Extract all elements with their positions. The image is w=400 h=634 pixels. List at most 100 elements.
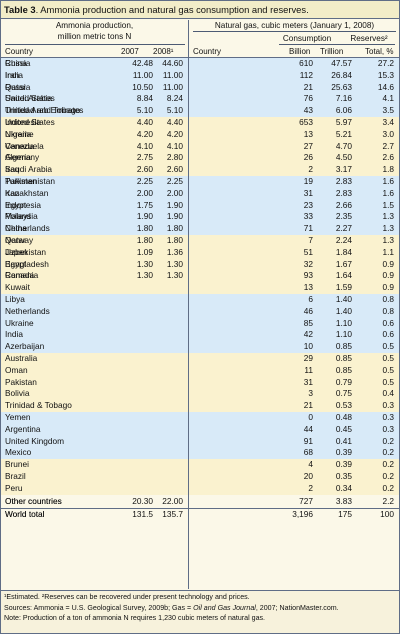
right-cell-total-pct: 0.5 (382, 341, 394, 352)
left-cell-y2008: 1.90 (166, 211, 183, 222)
left-cell-y2008: 1.80 (166, 223, 183, 234)
right-cell-trillion: 2.27 (335, 223, 352, 234)
left-cell-country: Saudi Arabia (5, 164, 53, 175)
left-cell-country: Trinidad and Tobago (5, 105, 81, 116)
right-cell-trillion: 1.64 (335, 270, 352, 281)
right-cell-country: Netherlands (5, 305, 50, 316)
left-row: Indonesia 4.40 4.40 (1, 117, 188, 129)
right-cell-trillion: 47.57 (331, 58, 352, 68)
right-cell-trillion: 0.85 (335, 341, 352, 352)
left-cell-y2008: 22.00 (162, 495, 183, 506)
right-cell-total-pct: 2.7 (382, 140, 394, 151)
reserves-title: Reserves² (340, 34, 398, 45)
right-row-total: World total 3,196 175 100 (5, 509, 399, 521)
right-cell-total-pct: 2.2 (382, 495, 394, 506)
right-cell-trillion: 5.97 (335, 117, 352, 127)
right-cell-trillion: 1.10 (335, 329, 352, 340)
right-cell-total-pct: 0.8 (382, 305, 394, 316)
right-cell-country: Mexico (5, 447, 32, 458)
right-row: Yemen 0 0.48 0.3 (5, 412, 399, 424)
right-cell-billion: 610 (299, 58, 313, 68)
right-cell-billion: 21 (303, 81, 313, 92)
left-cell-y2008: 8.24 (166, 93, 183, 104)
right-band (189, 176, 399, 235)
right-cell-country: Iran (5, 69, 20, 80)
consumption-label: Consumption (282, 34, 332, 43)
right-cell-country: Russia (5, 58, 31, 68)
left-col-country: Country (5, 47, 34, 56)
right-cell-country: China (5, 223, 27, 234)
reserves-label: Reserves² (350, 34, 388, 43)
right-cell-trillion: 4.50 (335, 152, 352, 163)
left-cell-country: Japan (5, 246, 28, 257)
right-cell-trillion: 4.70 (335, 140, 352, 151)
right-cell-total-pct: 0.2 (382, 459, 394, 470)
right-cell-billion: 7 (308, 235, 313, 245)
left-cell-y2008: 2.25 (166, 176, 183, 186)
right-cell-billion: 85 (303, 317, 313, 328)
right-cell-trillion: 2.66 (335, 199, 352, 210)
sources-rest: , 2007; NationMaster.com. (255, 603, 339, 612)
right-cell-total-pct: 1.6 (382, 187, 394, 198)
right-cell-billion: 43 (303, 105, 313, 116)
left-row: Germany 2.75 2.80 (1, 152, 188, 164)
right-cell-trillion: 26.84 (331, 69, 352, 80)
left-cell-y2007: 42.48 (132, 58, 153, 68)
right-cell-total-pct: 0.5 (382, 353, 394, 363)
right-cell-country: Other countries (5, 495, 62, 506)
right-cell-trillion: 25.63 (331, 81, 352, 92)
right-cell-country: Iraq (5, 164, 20, 175)
right-cell-total-pct: 3.4 (382, 117, 394, 127)
ammonia-title-line1: Ammonia production, (55, 21, 134, 30)
left-header: Ammonia production, million metric tons … (1, 20, 188, 58)
right-cell-billion: 32 (303, 258, 313, 269)
left-cell-y2007: 10.50 (132, 81, 153, 92)
left-cell-y2008: 1.30 (166, 258, 183, 269)
header-bottom-rule (1, 57, 399, 58)
right-row: Saudi Arabia 76 7.16 4.1 (5, 93, 399, 105)
left-row: Canada 4.10 4.10 (1, 141, 188, 153)
right-row: Qatar 21 25.63 14.6 (5, 81, 399, 94)
right-cell-billion: 6 (308, 294, 313, 304)
left-cell-country: India (5, 69, 23, 80)
right-cell-country: Kazakhstan (5, 187, 49, 198)
right-row: Russia 610 47.57 27.2 (5, 58, 399, 70)
left-cell-y2008: 11.00 (162, 81, 183, 92)
right-cell-billion: 31 (303, 187, 313, 198)
right-row: Egypt 32 1.67 0.9 (5, 258, 399, 271)
left-cell-country: Qatar (5, 235, 26, 245)
right-cell-billion: 31 (303, 376, 313, 387)
right-cell-total-pct: 3.0 (382, 128, 394, 139)
right-row: United States 653 5.97 3.4 (5, 117, 399, 129)
right-cell-country: Canada (5, 270, 35, 281)
right-row: Malaysia 33 2.35 1.3 (5, 211, 399, 223)
right-band (189, 459, 399, 495)
left-cell-country: Ukraine (5, 128, 34, 139)
footnote-estimated: ¹Estimated. ²Reserves can be recovered u… (4, 593, 250, 601)
right-cell-billion: 112 (299, 69, 313, 80)
total-rule (1, 508, 399, 510)
right-row: Turkmenistan 19 2.83 1.6 (5, 176, 399, 188)
table-body: China 42.48 44.60 India 11.00 11.00 Russia 10.5… (1, 58, 399, 590)
sources-text: Sources: Ammonia = U.S. Geological Surve… (4, 603, 194, 612)
right-row: Kuwait 13 1.59 0.9 (5, 282, 399, 294)
left-cell-y2008: 4.10 (166, 140, 183, 151)
left-cell-y2007: 20.30 (132, 495, 153, 506)
right-cell-total-pct: 0.2 (382, 435, 394, 446)
right-row: Bolivia 3 0.75 0.4 (5, 388, 399, 400)
right-cell-total-pct: 0.5 (382, 364, 394, 375)
right-row: Brunei 4 0.39 0.2 (5, 459, 399, 471)
right-col-billion: Billion (289, 47, 311, 56)
left-cell-country: United States (5, 93, 55, 104)
right-band (189, 235, 399, 294)
right-band (189, 494, 399, 507)
right-cell-country: Ukraine (5, 317, 34, 328)
right-cell-trillion: 0.45 (335, 423, 352, 434)
right-cell-trillion: 7.16 (335, 93, 352, 104)
right-cell-trillion: 1.10 (335, 317, 352, 328)
gas-title: Natural gas, cubic meters (January 1, 20… (214, 21, 375, 30)
left-cell-y2007: 4.40 (136, 117, 153, 127)
left-row: United States 8.84 8.24 (1, 93, 188, 105)
left-cell-country: Egypt (5, 199, 27, 210)
right-cell-trillion: 0.75 (335, 388, 352, 399)
